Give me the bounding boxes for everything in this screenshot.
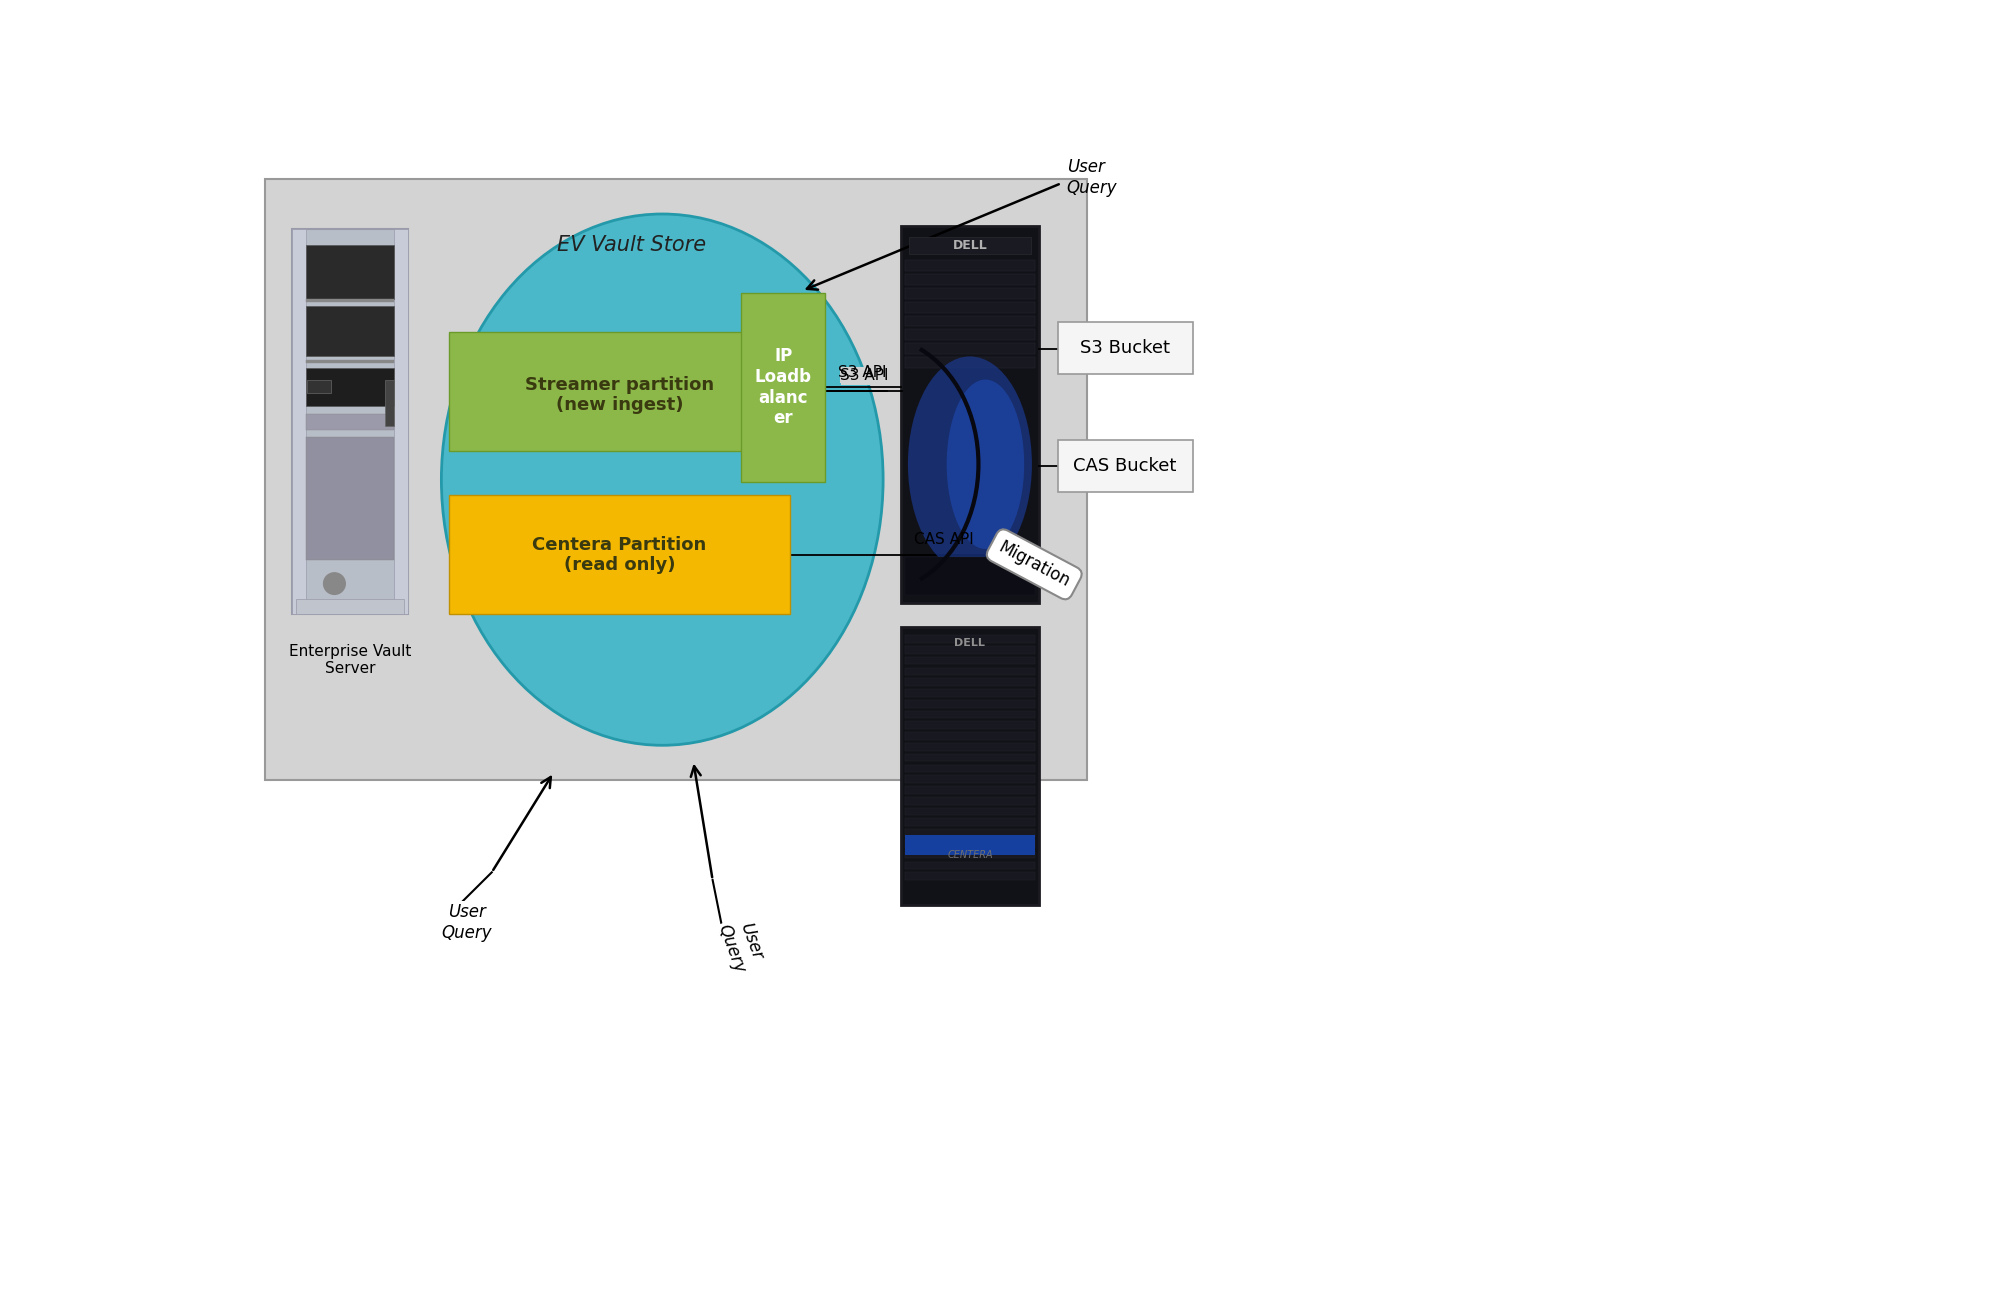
FancyBboxPatch shape: [306, 437, 394, 560]
Text: S3 API: S3 API: [843, 368, 891, 383]
Text: Enterprise Vault
Server: Enterprise Vault Server: [290, 643, 410, 676]
FancyBboxPatch shape: [905, 786, 1034, 794]
FancyBboxPatch shape: [905, 775, 1034, 783]
FancyBboxPatch shape: [905, 711, 1034, 719]
FancyBboxPatch shape: [740, 293, 825, 482]
FancyBboxPatch shape: [449, 495, 791, 615]
FancyBboxPatch shape: [905, 557, 1034, 595]
FancyBboxPatch shape: [905, 315, 1034, 327]
FancyBboxPatch shape: [905, 721, 1034, 729]
FancyBboxPatch shape: [905, 700, 1034, 707]
FancyBboxPatch shape: [905, 288, 1034, 298]
Text: Streamer partition
(new ingest): Streamer partition (new ingest): [525, 375, 714, 414]
Text: Migration: Migration: [996, 538, 1072, 591]
Ellipse shape: [907, 357, 1032, 572]
Text: EV Vault Store: EV Vault Store: [557, 234, 706, 255]
FancyBboxPatch shape: [909, 237, 1030, 254]
FancyBboxPatch shape: [901, 225, 1038, 603]
FancyBboxPatch shape: [905, 797, 1034, 805]
FancyBboxPatch shape: [905, 764, 1034, 772]
FancyBboxPatch shape: [905, 689, 1034, 697]
Text: Centera Partition
(read only): Centera Partition (read only): [533, 535, 706, 574]
FancyBboxPatch shape: [905, 302, 1034, 312]
FancyBboxPatch shape: [308, 380, 330, 393]
Text: S3 API: S3 API: [841, 367, 889, 383]
Text: IP
Loadb
alanc
er: IP Loadb alanc er: [754, 348, 811, 427]
FancyBboxPatch shape: [901, 628, 1038, 905]
Text: CAS API: CAS API: [913, 531, 974, 547]
FancyBboxPatch shape: [394, 229, 408, 615]
FancyBboxPatch shape: [905, 646, 1034, 654]
Circle shape: [324, 573, 346, 595]
FancyBboxPatch shape: [306, 414, 394, 430]
FancyBboxPatch shape: [905, 836, 1034, 854]
FancyBboxPatch shape: [905, 732, 1034, 740]
FancyBboxPatch shape: [292, 229, 306, 615]
Text: DELL: DELL: [954, 638, 986, 648]
FancyBboxPatch shape: [905, 754, 1034, 762]
FancyBboxPatch shape: [905, 850, 1034, 858]
FancyBboxPatch shape: [306, 245, 394, 298]
FancyBboxPatch shape: [384, 380, 394, 426]
FancyBboxPatch shape: [296, 599, 404, 615]
Text: CAS Bucket: CAS Bucket: [1072, 457, 1177, 475]
FancyBboxPatch shape: [306, 298, 394, 302]
FancyBboxPatch shape: [905, 344, 1034, 354]
FancyBboxPatch shape: [905, 260, 1034, 271]
Text: CENTERA: CENTERA: [948, 850, 992, 859]
FancyBboxPatch shape: [905, 273, 1034, 285]
Ellipse shape: [441, 214, 883, 745]
Text: User
Query: User Query: [1066, 159, 1117, 197]
FancyBboxPatch shape: [292, 229, 408, 615]
FancyBboxPatch shape: [905, 807, 1034, 815]
FancyBboxPatch shape: [905, 329, 1034, 340]
FancyBboxPatch shape: [306, 368, 394, 406]
FancyBboxPatch shape: [905, 862, 1034, 870]
FancyBboxPatch shape: [266, 180, 1086, 780]
FancyBboxPatch shape: [1058, 322, 1193, 374]
Text: DELL: DELL: [952, 240, 988, 253]
Text: S3 API: S3 API: [837, 365, 887, 380]
FancyBboxPatch shape: [1058, 440, 1193, 492]
Ellipse shape: [948, 380, 1024, 549]
FancyBboxPatch shape: [905, 668, 1034, 676]
FancyBboxPatch shape: [905, 872, 1034, 880]
FancyBboxPatch shape: [905, 357, 1034, 368]
FancyBboxPatch shape: [905, 819, 1034, 827]
FancyBboxPatch shape: [306, 306, 394, 357]
FancyBboxPatch shape: [306, 361, 394, 363]
FancyBboxPatch shape: [905, 829, 1034, 837]
FancyBboxPatch shape: [905, 840, 1034, 848]
Text: S3 Bucket: S3 Bucket: [1080, 339, 1169, 357]
FancyBboxPatch shape: [905, 678, 1034, 686]
FancyBboxPatch shape: [905, 635, 1034, 643]
FancyBboxPatch shape: [449, 332, 791, 452]
Text: User
Query: User Query: [443, 904, 493, 941]
FancyBboxPatch shape: [905, 743, 1034, 751]
FancyBboxPatch shape: [905, 656, 1034, 664]
Text: User
Query: User Query: [714, 915, 769, 975]
